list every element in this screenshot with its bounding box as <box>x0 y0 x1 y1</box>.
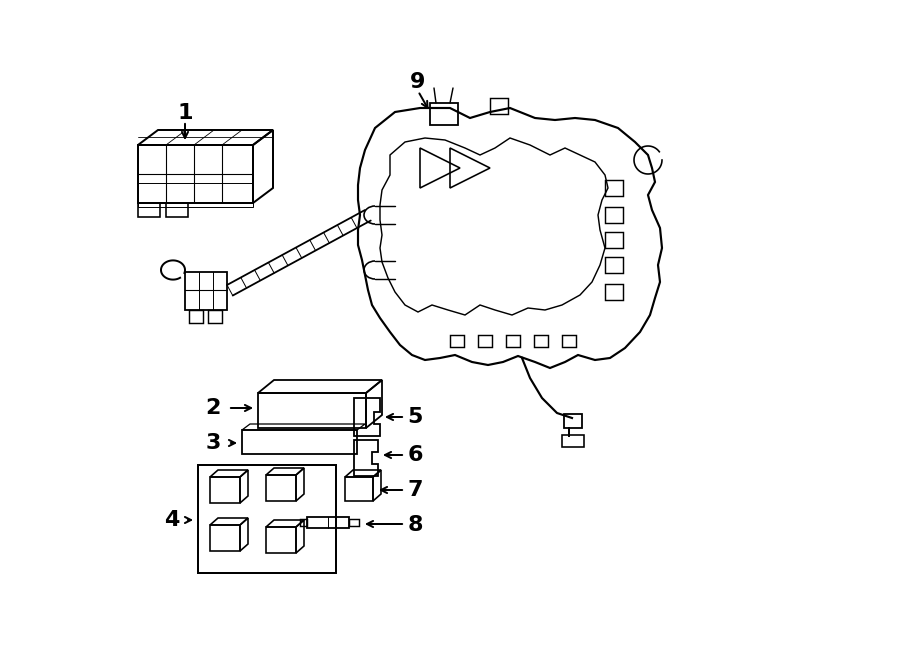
Bar <box>185 272 227 310</box>
Bar <box>564 414 582 428</box>
Bar <box>198 465 336 573</box>
Text: 2: 2 <box>205 398 220 418</box>
Bar <box>210 525 240 551</box>
Bar <box>534 335 548 347</box>
Bar <box>430 103 458 125</box>
Bar <box>450 335 464 347</box>
Text: 1: 1 <box>177 103 193 123</box>
Bar <box>605 180 623 196</box>
Bar <box>605 284 623 300</box>
Bar <box>242 430 357 454</box>
Bar <box>189 310 203 323</box>
Bar <box>345 477 373 501</box>
Bar <box>138 203 160 217</box>
Bar <box>166 203 188 217</box>
Text: 3: 3 <box>205 433 220 453</box>
Bar <box>506 335 520 347</box>
Text: 8: 8 <box>407 515 423 535</box>
Bar <box>349 519 359 526</box>
Text: 5: 5 <box>408 407 423 427</box>
Bar <box>478 335 492 347</box>
Bar <box>605 207 623 223</box>
Bar <box>208 310 222 323</box>
Text: 4: 4 <box>165 510 180 530</box>
Text: 6: 6 <box>407 445 423 465</box>
Bar <box>210 477 240 503</box>
Bar <box>307 517 349 528</box>
Bar <box>266 475 296 501</box>
Bar <box>490 98 508 114</box>
Bar <box>266 527 296 553</box>
Bar <box>138 145 253 203</box>
Bar <box>138 183 253 207</box>
Bar <box>258 393 366 428</box>
Text: 7: 7 <box>407 480 423 500</box>
Bar <box>300 519 307 526</box>
Bar <box>605 257 623 273</box>
Bar <box>605 232 623 248</box>
Bar <box>562 435 584 447</box>
Bar <box>562 335 576 347</box>
Text: 9: 9 <box>410 72 426 92</box>
